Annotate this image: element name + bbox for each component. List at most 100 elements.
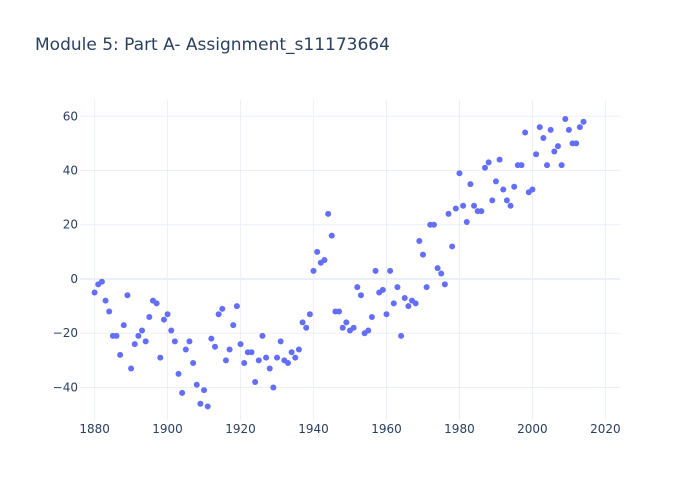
- data-point[interactable]: [423, 284, 430, 291]
- data-point[interactable]: [460, 202, 467, 209]
- data-point[interactable]: [478, 208, 485, 215]
- data-point[interactable]: [314, 248, 321, 255]
- data-point[interactable]: [452, 205, 459, 212]
- data-point[interactable]: [91, 289, 98, 296]
- data-point[interactable]: [201, 387, 208, 394]
- data-point[interactable]: [573, 140, 580, 147]
- data-point[interactable]: [142, 338, 149, 345]
- data-point[interactable]: [489, 197, 496, 204]
- data-point[interactable]: [102, 297, 109, 304]
- data-point[interactable]: [164, 311, 171, 318]
- data-point[interactable]: [496, 156, 503, 163]
- data-point[interactable]: [518, 162, 525, 169]
- data-point[interactable]: [179, 389, 186, 396]
- data-point[interactable]: [456, 170, 463, 177]
- data-point[interactable]: [482, 164, 488, 171]
- data-point[interactable]: [430, 221, 437, 228]
- data-point[interactable]: [310, 267, 317, 274]
- data-point[interactable]: [449, 243, 456, 250]
- data-point[interactable]: [398, 332, 405, 339]
- data-point[interactable]: [379, 286, 386, 293]
- data-point[interactable]: [372, 267, 379, 274]
- data-point[interactable]: [394, 284, 401, 291]
- data-point[interactable]: [277, 338, 284, 345]
- data-point[interactable]: [197, 400, 204, 407]
- data-point[interactable]: [160, 316, 167, 323]
- data-point[interactable]: [153, 300, 160, 307]
- data-point[interactable]: [266, 365, 273, 372]
- data-point[interactable]: [467, 181, 474, 188]
- data-point[interactable]: [492, 178, 499, 185]
- data-point[interactable]: [117, 351, 124, 358]
- data-point[interactable]: [554, 143, 561, 150]
- data-point[interactable]: [222, 357, 229, 364]
- data-point[interactable]: [230, 322, 237, 329]
- data-point[interactable]: [295, 346, 302, 353]
- data-point[interactable]: [303, 324, 310, 331]
- data-point[interactable]: [390, 300, 397, 307]
- data-point[interactable]: [186, 338, 193, 345]
- data-point[interactable]: [219, 305, 226, 312]
- data-point[interactable]: [471, 202, 478, 209]
- data-point[interactable]: [252, 379, 259, 386]
- data-point[interactable]: [248, 349, 255, 356]
- data-point[interactable]: [441, 281, 448, 288]
- data-point[interactable]: [215, 311, 222, 318]
- data-point[interactable]: [507, 202, 514, 209]
- data-point[interactable]: [299, 319, 306, 326]
- data-point[interactable]: [321, 257, 328, 263]
- data-point[interactable]: [438, 270, 445, 277]
- data-point[interactable]: [383, 311, 390, 318]
- data-point[interactable]: [157, 354, 164, 361]
- data-point[interactable]: [182, 346, 189, 353]
- data-point[interactable]: [128, 365, 135, 372]
- data-point[interactable]: [339, 324, 346, 331]
- data-point[interactable]: [576, 124, 583, 131]
- data-point[interactable]: [500, 186, 507, 193]
- data-point[interactable]: [336, 308, 343, 315]
- data-point[interactable]: [434, 265, 441, 272]
- data-point[interactable]: [274, 354, 281, 361]
- data-point[interactable]: [412, 300, 419, 307]
- data-point[interactable]: [208, 335, 215, 342]
- data-point[interactable]: [354, 284, 361, 291]
- data-point[interactable]: [558, 162, 565, 169]
- data-point[interactable]: [259, 332, 266, 339]
- data-point[interactable]: [193, 381, 200, 388]
- data-point[interactable]: [226, 346, 233, 353]
- data-point[interactable]: [536, 124, 543, 131]
- data-point[interactable]: [175, 370, 182, 377]
- data-point[interactable]: [343, 319, 350, 326]
- data-point[interactable]: [540, 134, 547, 141]
- data-point[interactable]: [522, 129, 529, 136]
- data-point[interactable]: [544, 162, 551, 169]
- data-point[interactable]: [284, 360, 291, 367]
- data-point[interactable]: [237, 341, 244, 348]
- data-point[interactable]: [416, 238, 423, 245]
- data-point[interactable]: [168, 327, 175, 334]
- data-point[interactable]: [562, 115, 569, 122]
- data-point[interactable]: [139, 327, 146, 334]
- data-point[interactable]: [551, 148, 558, 155]
- data-point[interactable]: [565, 126, 572, 133]
- data-point[interactable]: [365, 327, 372, 334]
- data-point[interactable]: [350, 324, 357, 331]
- data-point[interactable]: [212, 343, 218, 350]
- data-point[interactable]: [306, 311, 313, 318]
- data-point[interactable]: [288, 349, 295, 356]
- data-point[interactable]: [445, 210, 452, 217]
- data-point[interactable]: [357, 292, 364, 299]
- data-point[interactable]: [131, 341, 138, 348]
- data-point[interactable]: [328, 232, 335, 239]
- data-point[interactable]: [263, 354, 270, 361]
- data-point[interactable]: [580, 118, 587, 125]
- data-point[interactable]: [120, 322, 127, 329]
- data-point[interactable]: [463, 219, 470, 226]
- data-point[interactable]: [124, 292, 131, 299]
- data-point[interactable]: [171, 338, 178, 345]
- data-point[interactable]: [98, 278, 105, 285]
- data-point[interactable]: [241, 360, 248, 367]
- data-point[interactable]: [233, 303, 240, 310]
- data-point[interactable]: [419, 251, 426, 258]
- data-point[interactable]: [511, 183, 518, 190]
